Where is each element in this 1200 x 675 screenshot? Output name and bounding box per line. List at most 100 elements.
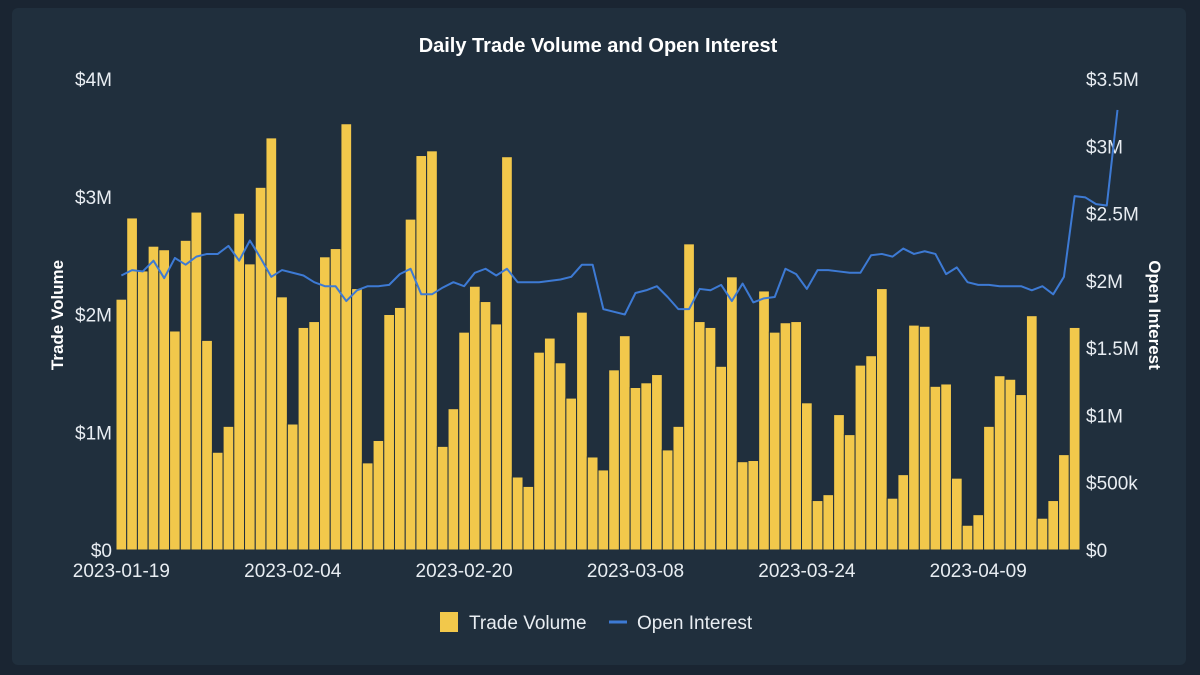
right-tick-label: $2M	[1086, 272, 1123, 293]
volume-bar	[351, 288, 363, 551]
volume-bars	[115, 123, 1081, 551]
volume-bar	[169, 330, 181, 551]
volume-bar	[319, 256, 331, 551]
volume-bar	[683, 243, 695, 551]
x-tick-label: 2023-03-08	[587, 561, 684, 582]
volume-bar	[468, 285, 481, 551]
volume-bar	[436, 445, 449, 551]
volume-bar	[1015, 394, 1027, 551]
right-tick-label: $0	[1086, 541, 1107, 562]
volume-bar	[147, 245, 160, 551]
volume-bar	[1047, 500, 1060, 551]
legend: Trade Volume Open Interest	[440, 612, 753, 634]
volume-bar	[747, 460, 760, 551]
volume-bar	[415, 155, 428, 551]
volume-bar	[254, 186, 267, 551]
volume-bar	[651, 374, 663, 551]
volume-bar	[940, 383, 952, 551]
left-axis-title: Trade Volume	[48, 260, 67, 370]
right-tick-label: $3M	[1086, 137, 1123, 158]
volume-bar	[179, 239, 192, 551]
volume-bar	[447, 408, 460, 551]
volume-bar	[843, 434, 856, 551]
left-tick-label: $3M	[75, 188, 112, 209]
chart-card	[12, 8, 1186, 665]
volume-bar	[908, 324, 920, 551]
volume-bar	[126, 217, 138, 551]
volume-bar	[1036, 517, 1049, 551]
left-tick-label: $1M	[75, 423, 112, 444]
volume-bar	[640, 382, 653, 551]
volume-bar	[629, 387, 642, 551]
x-tick-label: 2023-01-19	[73, 561, 170, 582]
volume-bar	[190, 211, 203, 551]
right-tick-label: $1M	[1086, 406, 1123, 427]
legend-label-volume: Trade Volume	[469, 613, 587, 634]
volume-bar	[983, 425, 995, 551]
volume-bar	[993, 375, 1006, 551]
volume-bar	[565, 397, 578, 551]
volume-bar	[693, 321, 706, 551]
volume-bar	[897, 474, 910, 551]
volume-bar	[490, 323, 503, 551]
volume-bar	[833, 414, 845, 551]
volume-bar	[854, 364, 867, 551]
volume-bar	[608, 369, 620, 551]
volume-bar	[479, 301, 492, 551]
volume-bar	[211, 451, 224, 551]
open-interest-line-layer	[120, 109, 1119, 316]
volume-bar	[961, 524, 974, 551]
volume-bar	[361, 462, 374, 551]
right-tick-label: $3.5M	[1086, 70, 1139, 91]
legend-label-open-interest: Open Interest	[637, 613, 753, 634]
volume-bar	[811, 500, 824, 551]
volume-bar	[1068, 326, 1081, 551]
left-y-axis: $0 $1M $2M $3M $4M	[75, 70, 112, 562]
right-tick-label: $500k	[1086, 474, 1138, 495]
x-axis: 2023-01-19 2023-02-04 2023-02-20 2023-03-08…	[73, 561, 1027, 582]
left-tick-label: $4M	[75, 70, 112, 91]
volume-bar	[276, 296, 288, 551]
right-tick-label: $2.5M	[1086, 205, 1139, 226]
x-tick-label: 2023-02-20	[416, 561, 513, 582]
volume-bar	[458, 331, 470, 551]
volume-bar	[929, 385, 942, 551]
volume-bar	[383, 314, 395, 551]
volume-bar	[115, 298, 128, 551]
right-axis-title: Open Interest	[1145, 260, 1164, 370]
chart-title: Daily Trade Volume and Open Interest	[419, 35, 778, 57]
volume-bar	[661, 449, 674, 551]
volume-bar	[297, 326, 310, 551]
volume-bar	[822, 494, 835, 551]
volume-bar	[1004, 378, 1017, 551]
volume-bar	[704, 326, 717, 551]
volume-bar	[501, 156, 513, 551]
volume-bar	[758, 290, 770, 551]
volume-bar	[875, 288, 888, 551]
volume-bar	[779, 322, 792, 551]
legend-swatch-volume	[440, 612, 458, 632]
x-tick-label: 2023-03-24	[758, 561, 856, 582]
right-y-axis: $0 $500k $1M $1.5M $2M $2.5M $3M $3.5M	[1086, 70, 1139, 562]
volume-bar	[801, 402, 813, 551]
volume-bar	[286, 423, 299, 551]
volume-bar	[736, 461, 749, 551]
volume-bar	[244, 263, 256, 551]
volume-bar	[201, 339, 213, 551]
x-tick-label: 2023-04-09	[930, 561, 1027, 582]
volume-bar	[543, 337, 556, 551]
volume-bar	[672, 425, 685, 551]
volume-bar	[886, 497, 899, 551]
volume-bar	[950, 477, 963, 551]
x-tick-label: 2023-02-04	[244, 561, 342, 582]
volume-bar	[340, 123, 353, 551]
volume-bar	[329, 248, 342, 551]
volume-bar	[586, 456, 599, 551]
volume-bar	[158, 249, 171, 551]
volume-bar	[265, 137, 278, 551]
volume-bar	[790, 321, 803, 551]
left-tick-label: $0	[91, 541, 112, 562]
volume-bar	[918, 325, 931, 551]
volume-bar	[222, 425, 235, 551]
volume-bar	[554, 362, 567, 551]
